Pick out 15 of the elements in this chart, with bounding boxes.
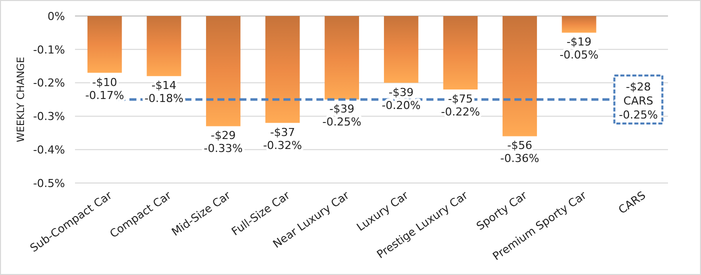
y-tick-label: -0.3% bbox=[33, 110, 65, 124]
y-tick-label: -0.2% bbox=[33, 76, 65, 90]
data-label: -$39 -0.25% bbox=[322, 102, 362, 128]
data-label: -$10 -0.17% bbox=[85, 76, 124, 102]
y-tick-label: 0% bbox=[48, 10, 65, 23]
y-axis-title: WEEKLY CHANGE bbox=[16, 56, 27, 142]
data-label: -$37 -0.32% bbox=[263, 126, 302, 152]
y-tick-label: -0.1% bbox=[33, 43, 65, 56]
y-tick-label: -0.4% bbox=[33, 143, 65, 156]
data-label: -$56 -0.36% bbox=[500, 139, 540, 166]
ref-line-label: -$28 CARS -0.25% bbox=[618, 80, 658, 122]
data-label: -$29 -0.33% bbox=[204, 129, 243, 156]
y-tick-label: -0.5% bbox=[33, 176, 65, 190]
data-label: -$39 -0.20% bbox=[382, 86, 421, 112]
data-label: -$19 -0.05% bbox=[560, 36, 599, 62]
